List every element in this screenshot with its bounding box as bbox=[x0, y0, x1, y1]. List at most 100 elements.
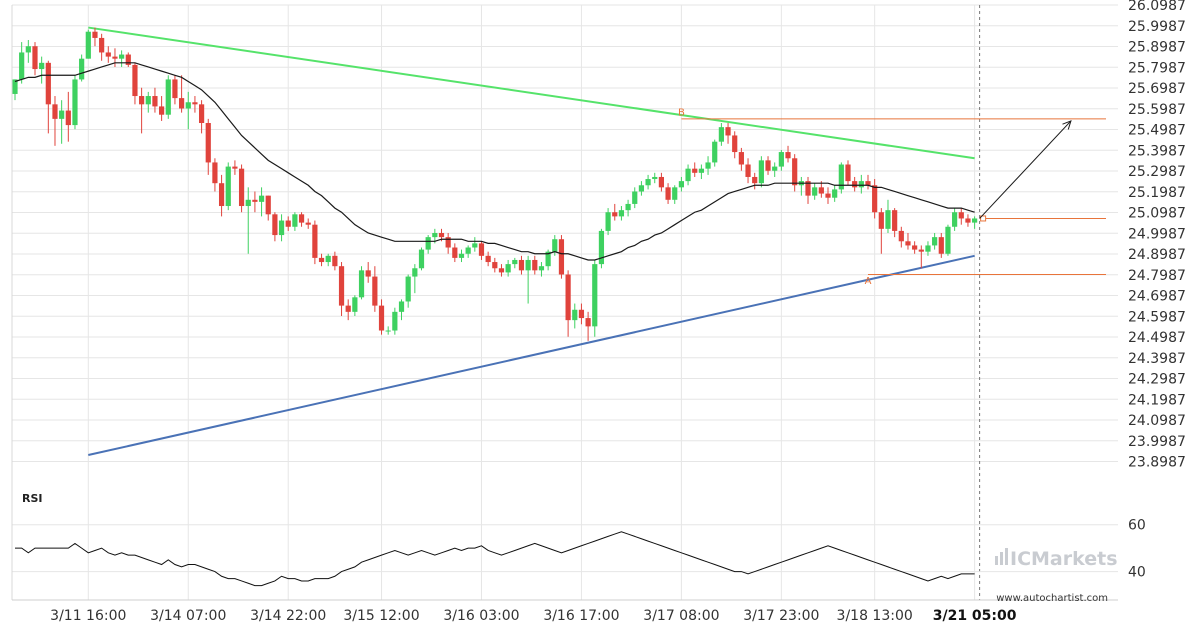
candle-body bbox=[765, 160, 771, 171]
annotations: BA bbox=[678, 108, 1106, 287]
candle-body bbox=[712, 141, 718, 163]
candle-body bbox=[99, 37, 105, 53]
candle bbox=[65, 91, 71, 142]
candle-body bbox=[378, 305, 385, 331]
candle-body bbox=[472, 243, 478, 248]
candle bbox=[772, 162, 778, 177]
candle-body bbox=[438, 232, 445, 238]
candle bbox=[292, 212, 298, 231]
candle-body bbox=[85, 31, 91, 59]
candle bbox=[332, 251, 338, 271]
candle bbox=[312, 220, 318, 265]
candle bbox=[765, 156, 771, 175]
x-tick-label: 3/16 17:00 bbox=[543, 608, 619, 624]
candle bbox=[25, 40, 31, 63]
candle-body bbox=[665, 187, 671, 200]
projection-arrow bbox=[979, 120, 1072, 219]
y-tick-label: 24.5987 bbox=[1128, 309, 1186, 325]
candle-body bbox=[558, 239, 565, 275]
candle bbox=[418, 247, 425, 271]
candle bbox=[252, 191, 258, 213]
candle-body bbox=[72, 79, 78, 126]
candle bbox=[478, 241, 485, 260]
candle bbox=[732, 131, 738, 159]
candle bbox=[258, 187, 265, 217]
rsi-tick-label: 40 bbox=[1128, 565, 1146, 581]
candle-body bbox=[872, 185, 878, 213]
candle bbox=[278, 214, 285, 242]
candle-body bbox=[738, 152, 744, 165]
candle-body bbox=[825, 193, 831, 198]
y-tick-label: 25.3987 bbox=[1128, 143, 1186, 159]
candle-body bbox=[698, 168, 704, 173]
candle-body bbox=[905, 241, 911, 246]
candle bbox=[952, 208, 958, 231]
candle bbox=[798, 176, 804, 196]
bar-logo-icon bbox=[995, 548, 1008, 565]
candle bbox=[492, 257, 498, 273]
candle-body bbox=[338, 266, 345, 306]
candle-body bbox=[532, 259, 538, 271]
candle-body bbox=[572, 309, 578, 321]
candle bbox=[558, 235, 565, 279]
candle-body bbox=[732, 135, 738, 153]
candle bbox=[872, 179, 878, 219]
candle-body bbox=[492, 262, 498, 269]
candle bbox=[525, 255, 531, 304]
candle bbox=[198, 100, 205, 134]
candle bbox=[378, 299, 385, 335]
candle bbox=[285, 216, 291, 231]
candle bbox=[845, 160, 851, 186]
candle-body bbox=[858, 181, 864, 188]
candle bbox=[572, 303, 578, 329]
candle bbox=[472, 237, 478, 252]
candle bbox=[632, 187, 638, 209]
candle-body bbox=[412, 268, 418, 277]
candle bbox=[132, 62, 138, 105]
candle-body bbox=[39, 62, 45, 70]
candle bbox=[245, 187, 251, 254]
candle-body bbox=[578, 309, 585, 319]
candle-body bbox=[278, 220, 285, 236]
candle-body bbox=[932, 237, 938, 246]
candle bbox=[885, 199, 891, 233]
site-url: www.autochartist.com bbox=[996, 593, 1108, 604]
y-tick-label: 24.9987 bbox=[1128, 226, 1186, 242]
candle bbox=[552, 235, 558, 256]
candle-body bbox=[45, 62, 51, 105]
candle-body bbox=[618, 210, 625, 217]
candle-body bbox=[465, 247, 471, 254]
candle bbox=[145, 91, 151, 113]
candle-body bbox=[132, 64, 138, 97]
candle bbox=[805, 176, 811, 204]
candle-body bbox=[458, 253, 465, 258]
candle bbox=[538, 262, 545, 277]
candle bbox=[518, 255, 525, 275]
candle bbox=[39, 56, 45, 84]
candle-body bbox=[139, 96, 145, 105]
candle bbox=[738, 147, 744, 171]
brand-prefix: IC bbox=[1010, 548, 1031, 570]
candle-body bbox=[565, 274, 571, 321]
candle bbox=[532, 255, 538, 275]
y-tick-label: 24.8987 bbox=[1128, 247, 1186, 263]
candle-body bbox=[425, 237, 431, 250]
candle-body bbox=[192, 102, 198, 105]
current-price-marker bbox=[980, 215, 987, 222]
candle-body bbox=[918, 249, 924, 252]
candle bbox=[112, 48, 118, 67]
candle bbox=[12, 79, 18, 101]
x-tick-label: 3/17 23:00 bbox=[743, 608, 819, 624]
candle-body bbox=[119, 54, 125, 59]
candle-body bbox=[12, 79, 18, 94]
resistance-line bbox=[88, 26, 975, 160]
x-tick-label: 3/21 05:00 bbox=[933, 608, 1017, 624]
candle-body bbox=[705, 162, 711, 169]
candle-body bbox=[152, 96, 158, 107]
projection-arrow-head bbox=[1062, 120, 1072, 130]
candle-body bbox=[952, 212, 958, 227]
candle bbox=[19, 42, 25, 84]
candle-body bbox=[545, 251, 551, 267]
candle bbox=[752, 172, 758, 190]
candle-body bbox=[225, 166, 231, 207]
